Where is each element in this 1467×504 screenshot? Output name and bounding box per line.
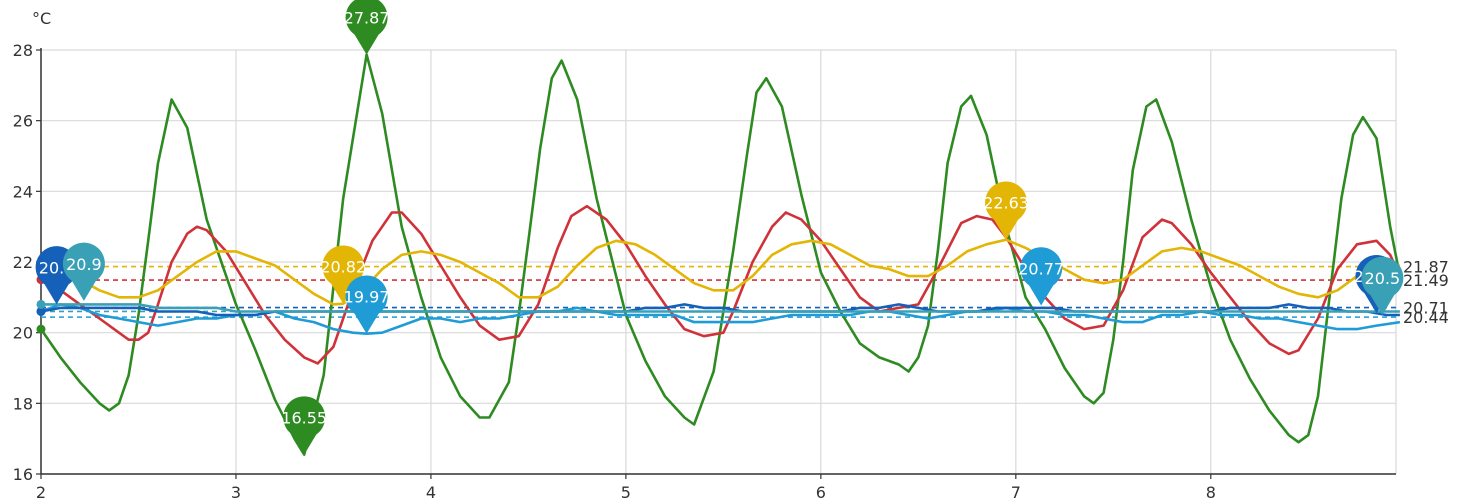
pin-value-label: 20.82	[320, 258, 366, 277]
series-line-2	[40, 204, 1402, 365]
pin-shape	[1020, 247, 1063, 306]
y-tick-label: 28	[13, 41, 33, 60]
series-start-point	[36, 324, 46, 334]
pin-value-label: 20.9	[66, 255, 102, 274]
series-line-6	[41, 303, 1400, 313]
value-pin-marker: 20.82	[320, 245, 366, 304]
x-tick-label: 2	[36, 483, 46, 502]
series-lines	[36, 53, 1402, 456]
y-tick-label: 22	[13, 253, 33, 272]
pin-value-label: 20.77	[1018, 259, 1064, 278]
pin-shape	[62, 242, 105, 301]
pin-shape	[985, 181, 1028, 240]
value-pin-marker: 27.87	[344, 0, 390, 55]
series-line-3	[40, 238, 1400, 306]
average-label: 20.71	[1403, 299, 1449, 318]
value-pin-marker: 20.5	[1361, 256, 1404, 315]
pin-value-label: 22.63	[983, 194, 1029, 213]
x-tick-label: 7	[1011, 483, 1021, 502]
x-tick-label: 3	[231, 483, 241, 502]
average-label: 21.87	[1403, 258, 1449, 277]
x-tick-label: 6	[816, 483, 826, 502]
grid-lines	[40, 49, 1397, 475]
pin-shape	[322, 245, 365, 304]
pin-value-label: 19.97	[344, 288, 390, 307]
series-start-point	[36, 299, 46, 309]
pin-value-label: 27.87	[344, 9, 390, 28]
pin-value-label: 20.5	[1365, 269, 1401, 288]
y-tick-label: 24	[13, 182, 33, 201]
value-pin-marker: 20.9	[62, 242, 105, 301]
x-tick-label: 5	[621, 483, 631, 502]
y-tick-label: 20	[13, 324, 33, 343]
average-label: 20.44	[1403, 308, 1449, 327]
series-start-point	[36, 306, 46, 316]
value-pin-marker: 22.63	[983, 181, 1029, 240]
value-pin-marker: 20.77	[1018, 247, 1064, 306]
pin-shape	[1361, 256, 1404, 315]
x-tick-label: 4	[426, 483, 436, 502]
average-label: 21.49	[1403, 271, 1449, 290]
pin-shape	[345, 275, 388, 334]
y-tick-label: 16	[13, 465, 33, 484]
pin-shape	[283, 396, 326, 455]
y-tick-label: 26	[13, 112, 33, 131]
series-line-1	[39, 53, 1402, 456]
pin-value-label: 16.55	[281, 409, 327, 428]
marker-pins: 27.8716.5522.6320.8220.7719.9720.820.552…	[35, 0, 1404, 455]
pin-shape	[345, 0, 388, 55]
y-tick-label: 18	[13, 394, 33, 413]
x-tick-label: 8	[1206, 483, 1216, 502]
y-unit-label: °C	[32, 9, 51, 28]
value-pin-marker: 19.97	[344, 275, 390, 334]
value-pin-marker: 16.55	[281, 396, 327, 455]
